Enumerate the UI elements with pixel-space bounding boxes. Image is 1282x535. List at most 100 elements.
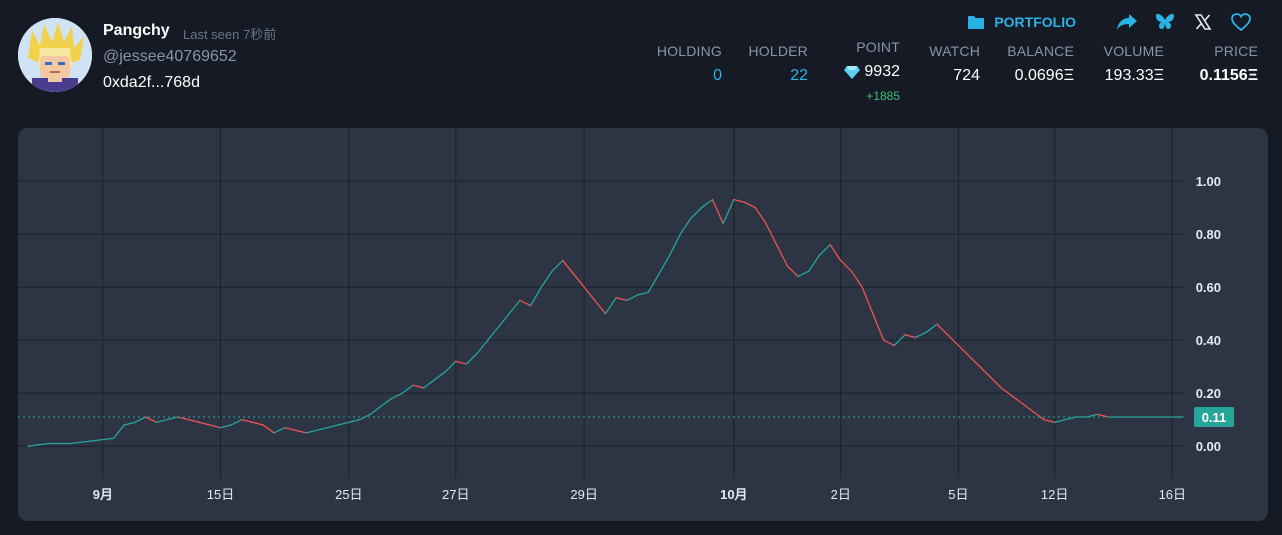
point-gain: +1885 [866, 89, 900, 103]
price-line-segment [209, 424, 222, 429]
folder-icon [968, 15, 985, 29]
price-line-segment [914, 331, 927, 339]
y-tick-label: 0.80 [1196, 227, 1221, 242]
price-line-segment [636, 291, 649, 296]
price-line-segment [476, 339, 489, 355]
current-price-badge [1194, 407, 1234, 428]
price-line-segment [979, 365, 992, 378]
x-tick-label: 15日 [207, 487, 234, 502]
price-line-segment [487, 326, 500, 341]
x-tick-label: 25日 [335, 487, 362, 502]
price-line-segment [989, 376, 1002, 389]
price-line-segment [326, 424, 339, 429]
price-line-segment [562, 259, 575, 275]
price-line-segment [455, 360, 468, 365]
price-line-segment [529, 286, 542, 307]
price-line-segment [669, 233, 682, 256]
price-line-segment [497, 312, 510, 328]
stat-price: PRICE 0.1156Ξ [1200, 43, 1258, 85]
price-line-segment [465, 352, 478, 365]
price-value: 0.1156Ξ [1199, 67, 1258, 84]
x-tick-label: 27日 [442, 487, 469, 502]
price-line-segment [155, 419, 168, 423]
balance-label: BALANCE [1007, 43, 1074, 59]
stat-point: POINT 9932 [844, 39, 900, 81]
price-line-segment [540, 270, 553, 288]
wallet-address[interactable]: 0xda2f...768d [103, 74, 200, 91]
diamond-icon [844, 66, 861, 79]
price-line-segment [1021, 403, 1034, 413]
price-line-segment [626, 294, 639, 301]
price-line-segment [241, 419, 254, 423]
price-line-segment [444, 360, 457, 373]
price-line-segment [412, 384, 425, 389]
x-tick-label: 12日 [1041, 487, 1068, 502]
price-line-segment [144, 416, 157, 423]
price-line-segment [957, 344, 970, 357]
x-tick-label: 2日 [831, 487, 851, 502]
user-handle[interactable]: @jessee40769652 [103, 48, 237, 65]
price-line-segment [1096, 413, 1109, 418]
price-line-segment [433, 371, 446, 381]
portfolio-button[interactable]: PORTFOLIO [967, 14, 1076, 30]
price-line-segment [754, 206, 767, 225]
price-line-segment [765, 222, 778, 246]
price-line-segment [904, 334, 917, 339]
butterfly-button[interactable] [1154, 11, 1176, 33]
price-line-segment [968, 355, 981, 368]
stat-holder: HOLDER 22 [748, 43, 808, 85]
holder-value[interactable]: 22 [790, 67, 808, 84]
profile-header: Pangchy Last seen 7秒前 @jessee40769652 0x… [0, 0, 1282, 125]
price-line-segment [711, 198, 724, 225]
price-line-segment [615, 297, 628, 301]
price-line-segment [872, 312, 885, 341]
avatar[interactable] [18, 18, 92, 92]
x-icon [1194, 14, 1212, 30]
stat-watch: WATCH 724 [929, 43, 980, 85]
x-tick-label: 16日 [1159, 487, 1186, 502]
price-chart-card: 0.00 0.20 0.40 0.60 0.80 1.00 9月 15日 25日 27日 29日 10… [18, 128, 1268, 521]
price-chart[interactable]: 0.00 0.20 0.40 0.60 0.80 1.00 9月 15日 25日 27日 29日 10… [18, 128, 1268, 521]
price-line-segment [134, 416, 147, 423]
price-label: PRICE [1214, 43, 1258, 59]
price-line-segment [829, 244, 842, 262]
balance-value: 0.0696Ξ [1014, 67, 1074, 84]
x-button[interactable] [1192, 11, 1214, 33]
price-line-segment [1054, 419, 1067, 423]
watch-value: 724 [953, 67, 980, 84]
top-nav: PORTFOLIO [967, 10, 1252, 34]
price-line-segment [390, 392, 403, 400]
y-tick-label: 0.60 [1196, 280, 1221, 295]
price-line-segment [401, 384, 414, 394]
price-line-segment [1011, 395, 1024, 405]
price-line-segment [262, 424, 275, 434]
price-line-segment [743, 201, 756, 209]
price-line-segment [305, 429, 318, 434]
price-line-segment [166, 416, 179, 421]
share-icon [1117, 14, 1137, 30]
price-line-segment [316, 426, 329, 431]
price-line-segment [112, 424, 125, 439]
price-line-segment [936, 323, 949, 336]
price-line-segment [808, 254, 821, 272]
price-line-segment [284, 426, 297, 431]
price-line-segment [508, 299, 521, 315]
volume-value: 193.33Ξ [1104, 67, 1164, 84]
holding-label: HOLDING [656, 43, 722, 59]
price-line-segment [219, 424, 232, 429]
x-tick-label: 29日 [570, 487, 597, 502]
point-value-row: 9932 [844, 63, 900, 81]
favorite-button[interactable] [1230, 11, 1252, 33]
price-line-segment [701, 198, 714, 209]
price-line-segment [251, 421, 264, 426]
price-line-segment [861, 286, 874, 315]
price-line-segment [690, 206, 703, 219]
x-tick-label: 9月 [93, 487, 113, 502]
share-button[interactable] [1116, 11, 1138, 33]
price-line-segment [882, 339, 895, 347]
price-line-segment [27, 442, 51, 447]
price-line-segment [647, 273, 660, 294]
y-tick-label: 0.20 [1196, 386, 1221, 401]
heart-icon [1231, 13, 1251, 32]
price-line-segment [423, 379, 436, 389]
